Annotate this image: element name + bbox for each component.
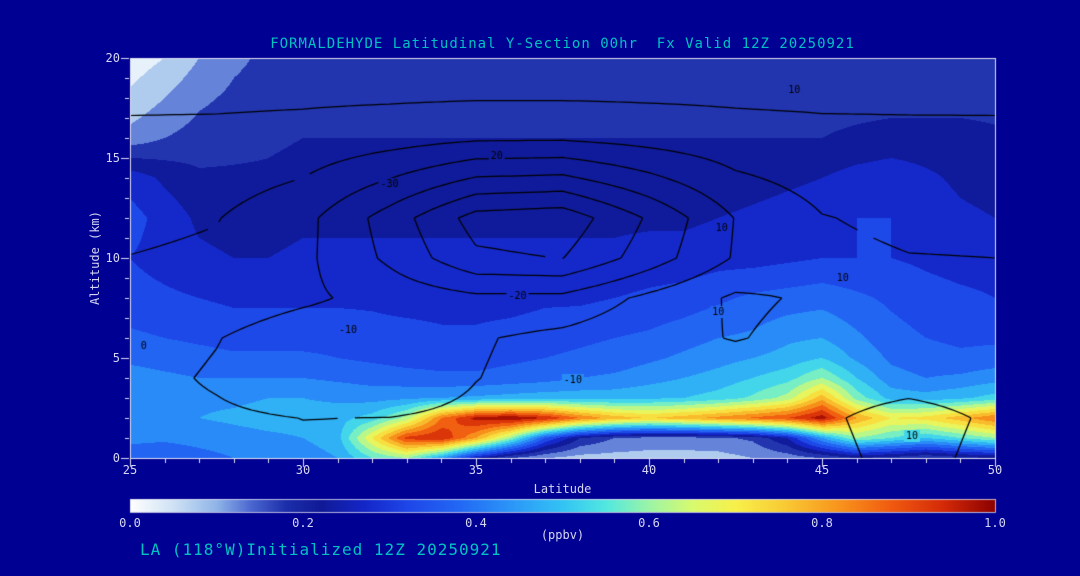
colorbar-tick-label: 0.8 — [811, 516, 833, 530]
page-title: FORMALDEHYDE Latitudinal Y-Section 00hr … — [270, 36, 855, 52]
colorbar-tick-label: 0.2 — [292, 516, 314, 530]
x-tick-label: 45 — [814, 463, 830, 477]
x-axis-label: Latitude — [533, 482, 592, 496]
colorbar-tick-label: 1.0 — [984, 516, 1006, 530]
y-tick-label: 20 — [105, 51, 120, 65]
y-axis-label: Altitude (km) — [88, 211, 102, 305]
x-tick-label: 50 — [987, 463, 1003, 477]
colorbar-tick-label: 0.0 — [119, 516, 141, 530]
x-tick-label: 25 — [122, 463, 138, 477]
x-tick-label: 35 — [468, 463, 484, 477]
y-tick-label: 15 — [105, 151, 120, 165]
x-tick-label: 30 — [295, 463, 311, 477]
colorbar-unit-label: (ppbv) — [540, 528, 585, 542]
colorbar-tick-label: 0.6 — [638, 516, 660, 530]
x-tick-label: 40 — [641, 463, 657, 477]
y-tick-label: 10 — [105, 251, 120, 265]
y-tick-label: 0 — [112, 451, 120, 465]
colorbar-tick-label: 0.4 — [465, 516, 487, 530]
y-tick-label: 5 — [112, 351, 120, 365]
footer-caption: LA (118°W)Initialized 12Z 20250921 — [140, 540, 502, 559]
